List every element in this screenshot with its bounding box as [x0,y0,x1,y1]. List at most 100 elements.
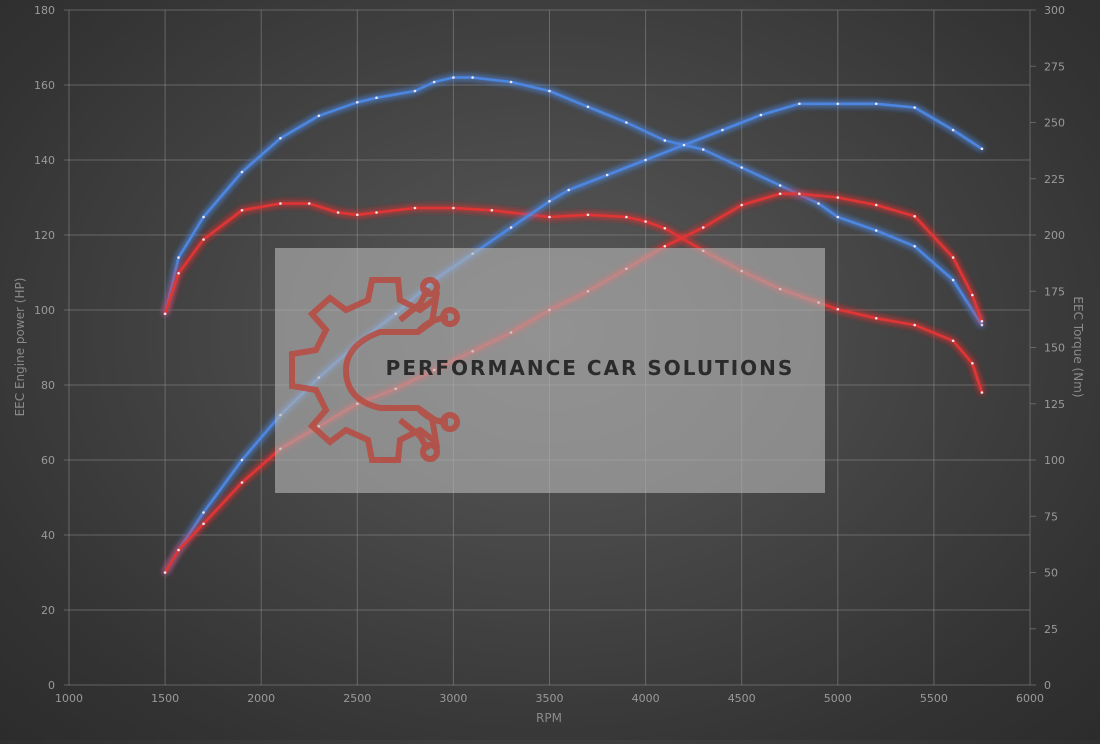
series-2-point [452,206,455,210]
series-line-2 [163,202,984,394]
series-1-point [701,148,705,151]
series-line-3 [163,102,984,574]
series-2-point [177,271,180,275]
y-left-tick-label: 20 [41,604,55,617]
y-right-tick-label: 100 [1044,454,1065,467]
x-tick-label: 5000 [824,692,852,705]
y-right-tick-label: 50 [1044,567,1058,580]
series-3-point [874,102,878,106]
y-left-tick-label: 180 [34,4,55,17]
series-4-point [663,244,667,248]
series-4-point [177,548,180,552]
series-3-point [913,106,916,109]
series-1-point [778,184,782,187]
y-right-tick-label: 0 [1044,679,1051,692]
series-1-point [177,256,180,259]
series-4-point [202,522,205,526]
series-3-point [548,199,551,203]
series-1-point [913,244,916,248]
series-1-point [874,229,878,232]
watermark: PERFORMANCE CAR SOLUTIONS [275,248,825,493]
series-2-point [202,238,205,241]
series-4-point [913,214,916,218]
series-2-point [490,208,494,212]
series-2-point [971,361,974,365]
series-1-point [625,121,628,124]
y-right-tick-label: 125 [1044,398,1065,411]
series-2-point [836,307,840,311]
series-1-point [817,202,820,205]
series-4-point [798,192,801,196]
series-2-point [240,208,244,212]
y-right-tick-label: 25 [1044,623,1058,636]
y-left-tick-label: 160 [34,79,55,92]
y-right-tick-label: 225 [1044,173,1065,186]
y-left-tick-label: 80 [41,379,55,392]
series-1-point [432,80,436,84]
series-4-point [701,226,705,229]
series-3-point [202,511,205,514]
series-4-point [778,192,782,196]
series-3-point [605,173,609,177]
series-3-point [759,113,763,117]
y-right-tick-label: 275 [1044,60,1065,73]
series-3-point [836,102,840,106]
series-4-point [740,203,743,207]
y-left-tick-label: 100 [34,304,55,317]
series-4-point [971,293,974,297]
series-3-point [240,458,244,462]
axis-ticks: 1000 1500 2000 2500 3000 3500 4000 4500 5000 5500… [34,4,1065,705]
y-right-tick-label: 175 [1044,285,1065,298]
y-left-tick-label: 0 [48,679,55,692]
series-1-point [586,105,590,109]
series-1-point [240,170,244,174]
series-1-point [202,215,205,219]
series-1-point [317,114,321,118]
series-1-point [356,100,359,104]
x-axis-title: RPM [536,711,562,725]
series-1-point [951,278,955,282]
y-right-tick-label: 75 [1044,510,1058,523]
series-2-point [951,339,955,343]
x-tick-label: 3000 [439,692,467,705]
series-4-point [980,319,984,323]
series-2-point [980,391,984,394]
x-tick-label: 4000 [632,692,660,705]
series-line-1 [163,76,984,327]
series-3-point [980,147,984,151]
y-right-tick-label: 300 [1044,4,1065,17]
x-tick-label: 4500 [728,692,756,705]
series-2-point [279,202,282,205]
series-1-point [279,136,282,140]
series-2-point [307,202,311,205]
series-2-point [625,215,628,219]
watermark-panel [275,248,825,493]
series-3-point [951,128,955,132]
gear-circuit-logo-icon [289,277,460,463]
series-1-point [452,76,455,79]
watermark-brand-text: PERFORMANCE CAR SOLUTIONS [386,356,795,380]
y-left-tick-label: 120 [34,229,55,242]
x-tick-label: 2500 [343,692,371,705]
x-tick-label: 2000 [247,692,275,705]
series-3-point [721,128,724,132]
y-left-tick-label: 40 [41,529,55,542]
y-right-tick-label: 150 [1044,342,1065,355]
y-right-axis-title: EEC Torque (Nm) [1071,296,1085,397]
series-1-point [548,89,551,93]
y-right-tick-label: 200 [1044,229,1065,242]
series-1-point [663,139,667,142]
series-4-point [163,571,167,574]
series-1-point [375,96,378,100]
x-tick-label: 6000 [1016,692,1044,705]
y-left-tick-label: 60 [41,454,55,467]
series-2-point [874,316,878,320]
series-2-point [663,226,667,230]
series-2-point [586,213,590,217]
series-2-point [163,312,167,316]
series-2-point [375,211,378,214]
series-4-point [874,203,878,207]
series-3-point [567,188,571,192]
